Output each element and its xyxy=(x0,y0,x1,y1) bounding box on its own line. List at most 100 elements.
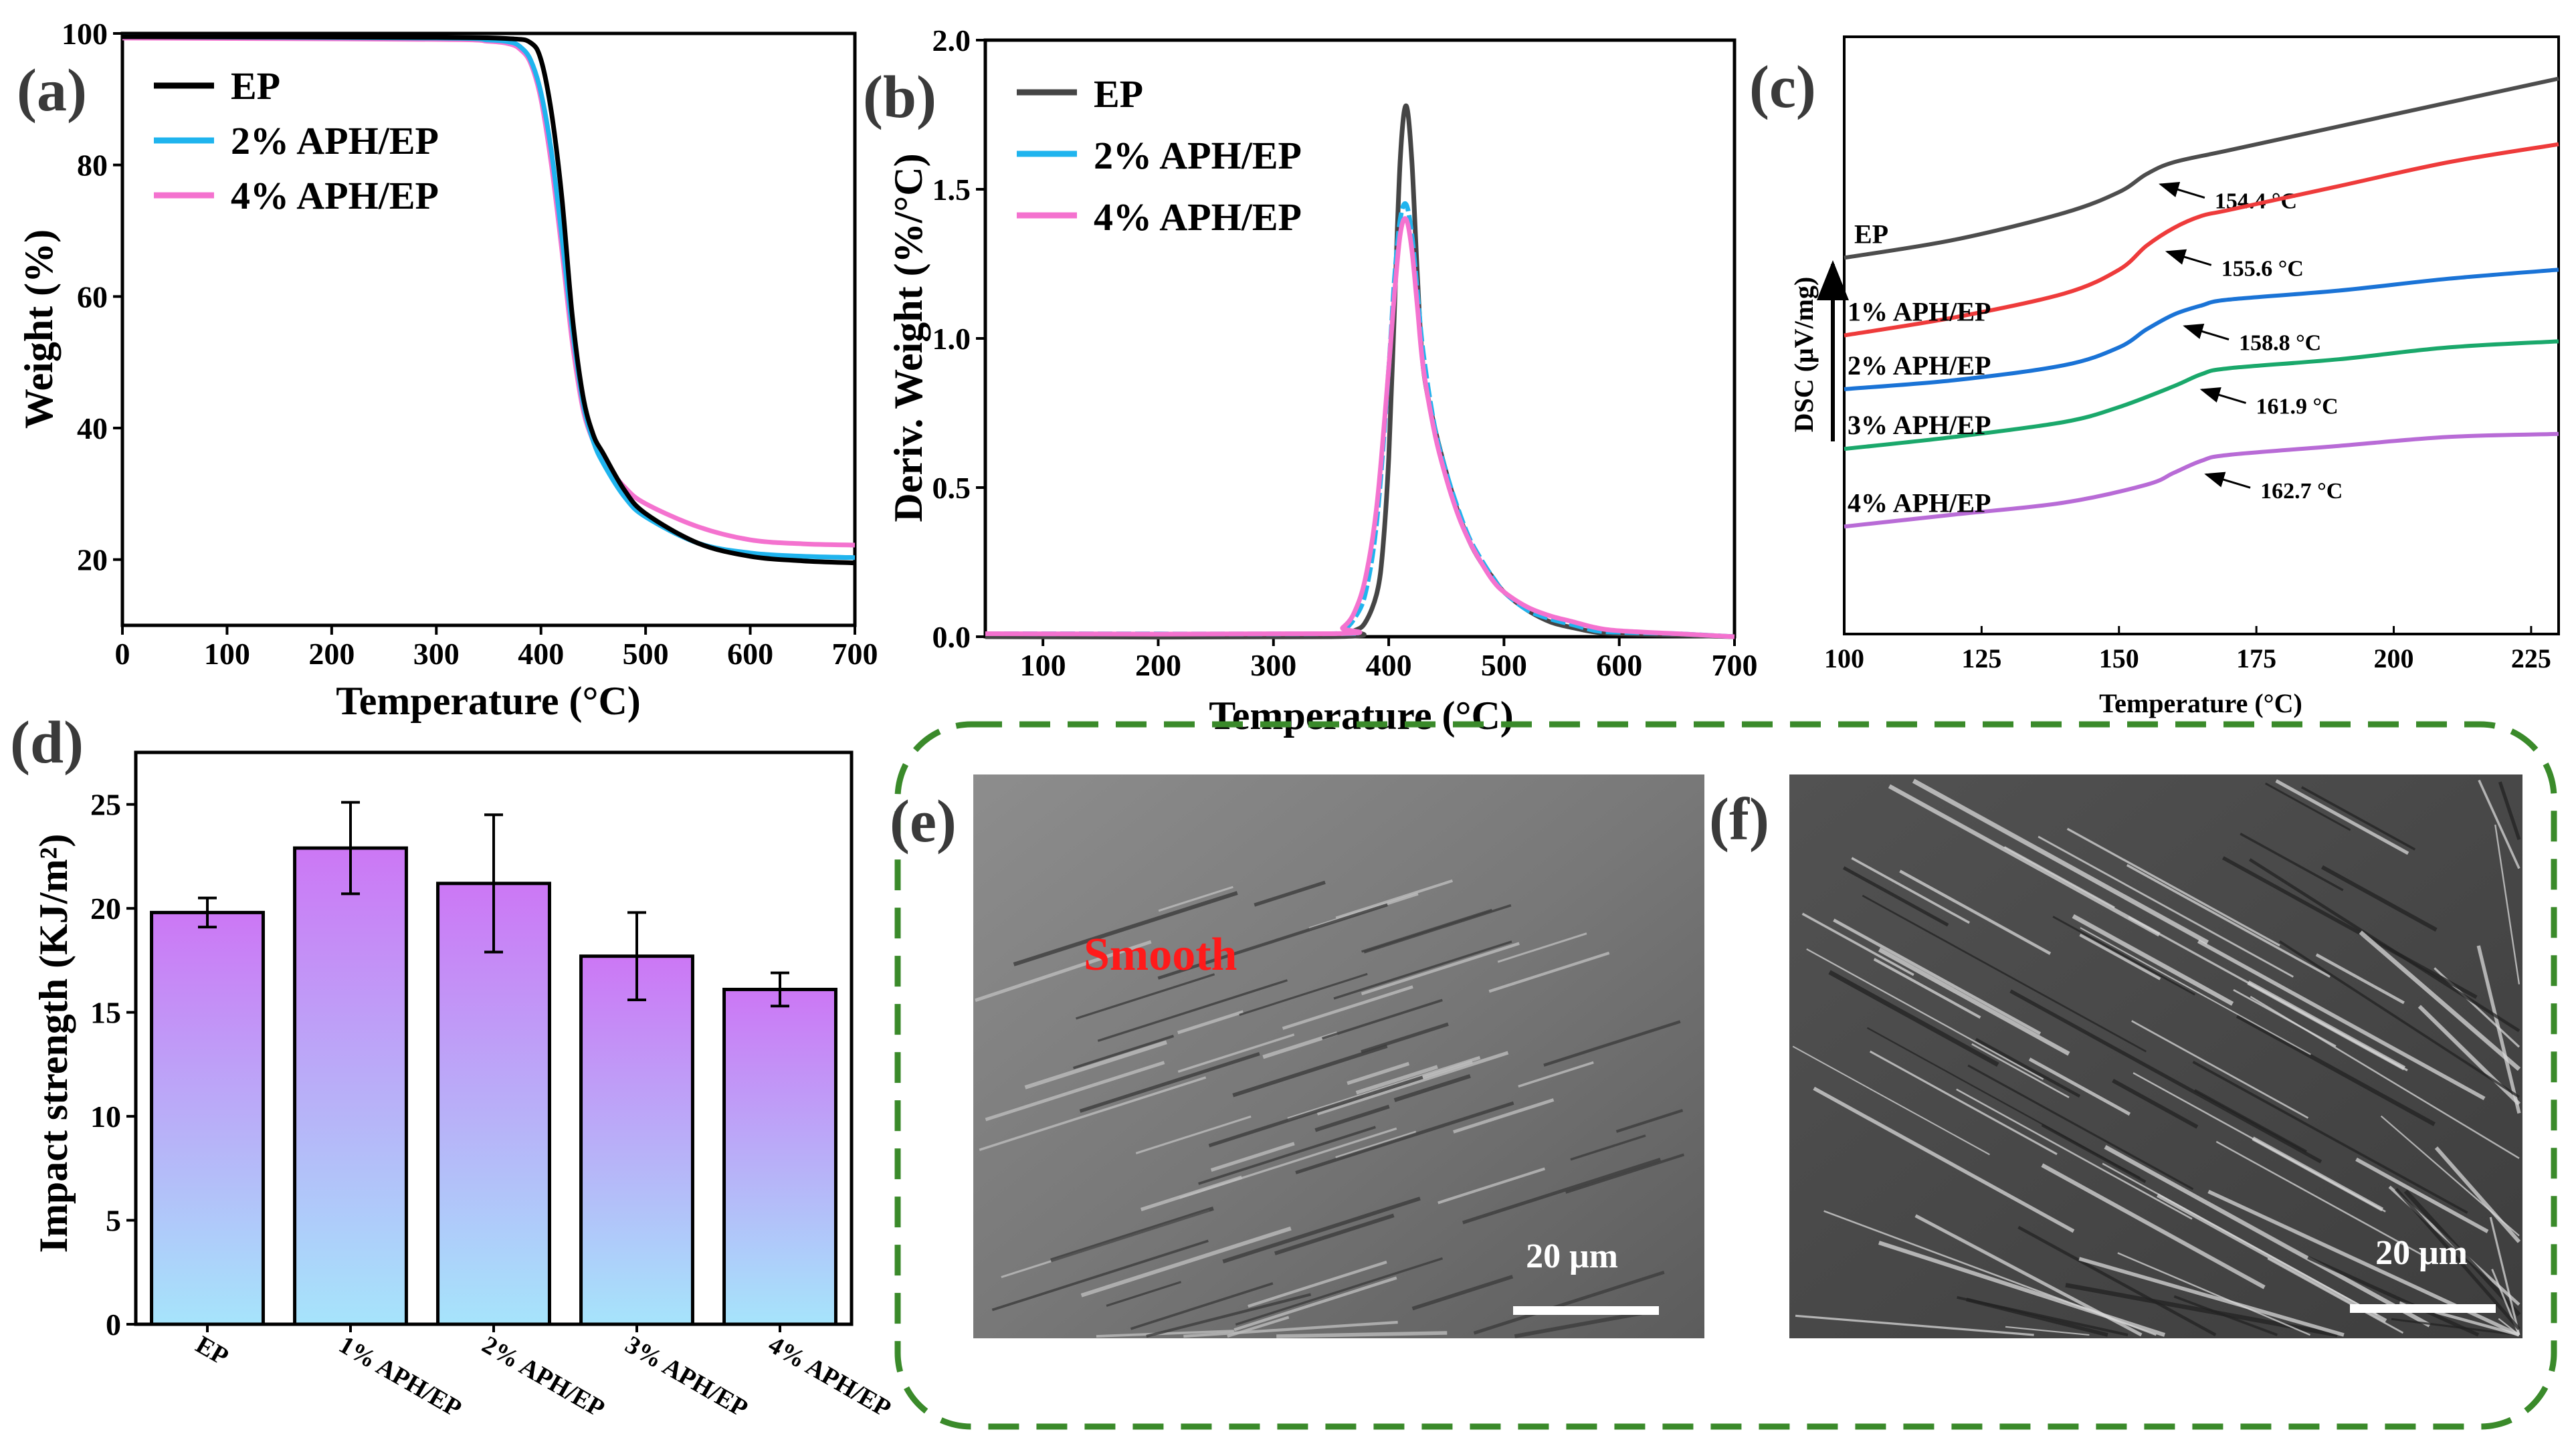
d-category-label: EP xyxy=(191,1330,233,1371)
a-xtick-label: 700 xyxy=(832,637,878,671)
b-series-line xyxy=(985,201,1735,639)
a-legend-label: 2% APH/EP xyxy=(231,119,439,163)
b-xtick-label: 700 xyxy=(1712,648,1758,682)
b-xtick-label: 300 xyxy=(1250,648,1296,682)
d-bar xyxy=(579,954,694,1326)
sem-e-striation xyxy=(1361,942,1520,996)
sem-f-striation xyxy=(2391,1318,2520,1336)
sem-e-striation xyxy=(979,1076,1207,1151)
sem-f-striation xyxy=(1795,1314,2034,1336)
d-ytick-label: 25 xyxy=(90,788,121,822)
a-series-line xyxy=(122,34,856,560)
sem-f-striation xyxy=(2417,1005,2521,1106)
d-category-label: 1% APH/EP xyxy=(334,1330,466,1423)
b-xtick-label: 200 xyxy=(1135,648,1181,682)
sem-e-striation xyxy=(985,1061,1165,1122)
sem-f-striation xyxy=(2301,786,2416,851)
b-ytick-label: 0.0 xyxy=(932,620,971,654)
sem-e-striation xyxy=(1233,1276,1397,1332)
sem-f-striation xyxy=(2476,945,2521,1114)
c-series-label: 3% APH/EP xyxy=(1848,410,1991,440)
sem-f-striation xyxy=(2112,1078,2199,1129)
smooth-annotation: Smooth xyxy=(1084,929,1237,980)
sem-e-striation xyxy=(1024,1040,1167,1089)
panel-b-series xyxy=(985,103,1735,640)
panel-b-label: (b) xyxy=(863,64,936,130)
panel-a-series xyxy=(122,34,856,566)
sem-e-striation xyxy=(1453,1098,1555,1134)
a-series-line xyxy=(122,35,856,548)
sem-e-striation xyxy=(1570,1134,1646,1161)
sem-e-striation xyxy=(1106,1281,1182,1307)
sem-e-striation xyxy=(1355,1065,1438,1095)
d-category-label: 3% APH/EP xyxy=(621,1330,753,1423)
sem-e-striation xyxy=(1335,1130,1417,1159)
sem-e-striation xyxy=(1497,932,1587,963)
sem-f-striation xyxy=(2403,1189,2521,1317)
b-legend-label: 2% APH/EP xyxy=(1094,134,1302,177)
d-bar xyxy=(150,910,265,1326)
sem-e-striation xyxy=(1183,1320,1398,1338)
sem-f-striation xyxy=(2275,779,2409,855)
d-ytick-label: 5 xyxy=(106,1204,121,1238)
b-ytick-label: 0.5 xyxy=(932,471,971,505)
b-legend-label: EP xyxy=(1094,72,1143,116)
c-series-label: 4% APH/EP xyxy=(1848,488,1991,518)
sem-f-striation xyxy=(1975,1037,2081,1098)
sem-f-striation xyxy=(2250,995,2520,1159)
panel-c-xlabel: Temperature (°C) xyxy=(2099,688,2302,718)
sem-f-striation xyxy=(2017,1225,2217,1337)
sem-e-striation xyxy=(1518,1061,1594,1088)
sem-f-striation xyxy=(1878,947,2070,1056)
scale-bar-f xyxy=(2350,1304,2496,1313)
sem-e-striation xyxy=(1222,1197,1421,1263)
sem-f-striation xyxy=(1971,1043,2070,1099)
sem-f-striation xyxy=(2240,832,2344,892)
sem-f-striation xyxy=(2278,940,2520,1098)
sem-f-striation xyxy=(2248,858,2520,1033)
sem-e-striation xyxy=(1050,1206,1214,1263)
sem-f-striation xyxy=(1792,1045,1990,1156)
panel-f-label: (f) xyxy=(1709,787,1769,853)
c-series-line xyxy=(1844,142,2559,338)
sem-f-striation xyxy=(2003,846,2115,909)
b-series-line xyxy=(985,103,1735,640)
sem-e-striation xyxy=(1076,973,1215,1020)
a-ytick-label: 20 xyxy=(77,543,108,577)
a-ytick-label: 40 xyxy=(77,411,108,445)
panel-a-legend: EP 2% APH/EP 4% APH/EP xyxy=(154,64,439,217)
sem-e-striation xyxy=(1488,951,1610,993)
sem-e-striation xyxy=(1274,1213,1395,1255)
panel-a-tga: 0 100 200 300 400 500 600 700 20 40 60 80 100 (a) Te… xyxy=(17,17,878,723)
b-legend-label: 4% APH/EP xyxy=(1094,195,1302,239)
sem-e-striation xyxy=(1347,1061,1410,1085)
panel-b-xlabel: Temperature (°C) xyxy=(1209,694,1514,738)
c-xtick-label: 175 xyxy=(2236,643,2276,673)
sem-f-striation xyxy=(2038,835,2294,978)
sem-f-striation xyxy=(1878,1241,2166,1337)
sem-e-striation xyxy=(975,940,1152,1003)
a-xtick-label: 0 xyxy=(115,637,130,671)
sem-f-striation xyxy=(2173,1295,2278,1336)
sem-f-striation xyxy=(1813,1086,2075,1233)
a-xtick-label: 200 xyxy=(308,637,355,671)
sem-image-e: Smooth 20 μm (e) xyxy=(890,774,1704,1338)
c-series-label: 2% APH/EP xyxy=(1848,350,1991,381)
c-tg-label: 161.9 °C xyxy=(2256,395,2339,419)
sem-f-striation xyxy=(2005,1326,2090,1336)
b-series-line xyxy=(985,216,1735,639)
sem-e-striation xyxy=(1363,904,1512,954)
sem-f-striation xyxy=(2041,1163,2266,1289)
sem-e-striation xyxy=(1096,1330,1234,1338)
panel-e-label: (e) xyxy=(890,789,957,855)
panel-b-frame xyxy=(983,38,1737,639)
sem-f-striation xyxy=(2498,781,2521,841)
panel-a-frame xyxy=(120,31,857,627)
sem-e-striation xyxy=(1157,903,1388,980)
sem-e-striation xyxy=(1276,1331,1448,1338)
a-xtick-label: 300 xyxy=(413,637,460,671)
sem-f-striation xyxy=(2395,1188,2520,1330)
sem-e-striation xyxy=(1239,972,1368,1016)
panel-c-frame xyxy=(1843,35,2560,635)
sem-e-striation xyxy=(1208,1075,1423,1148)
